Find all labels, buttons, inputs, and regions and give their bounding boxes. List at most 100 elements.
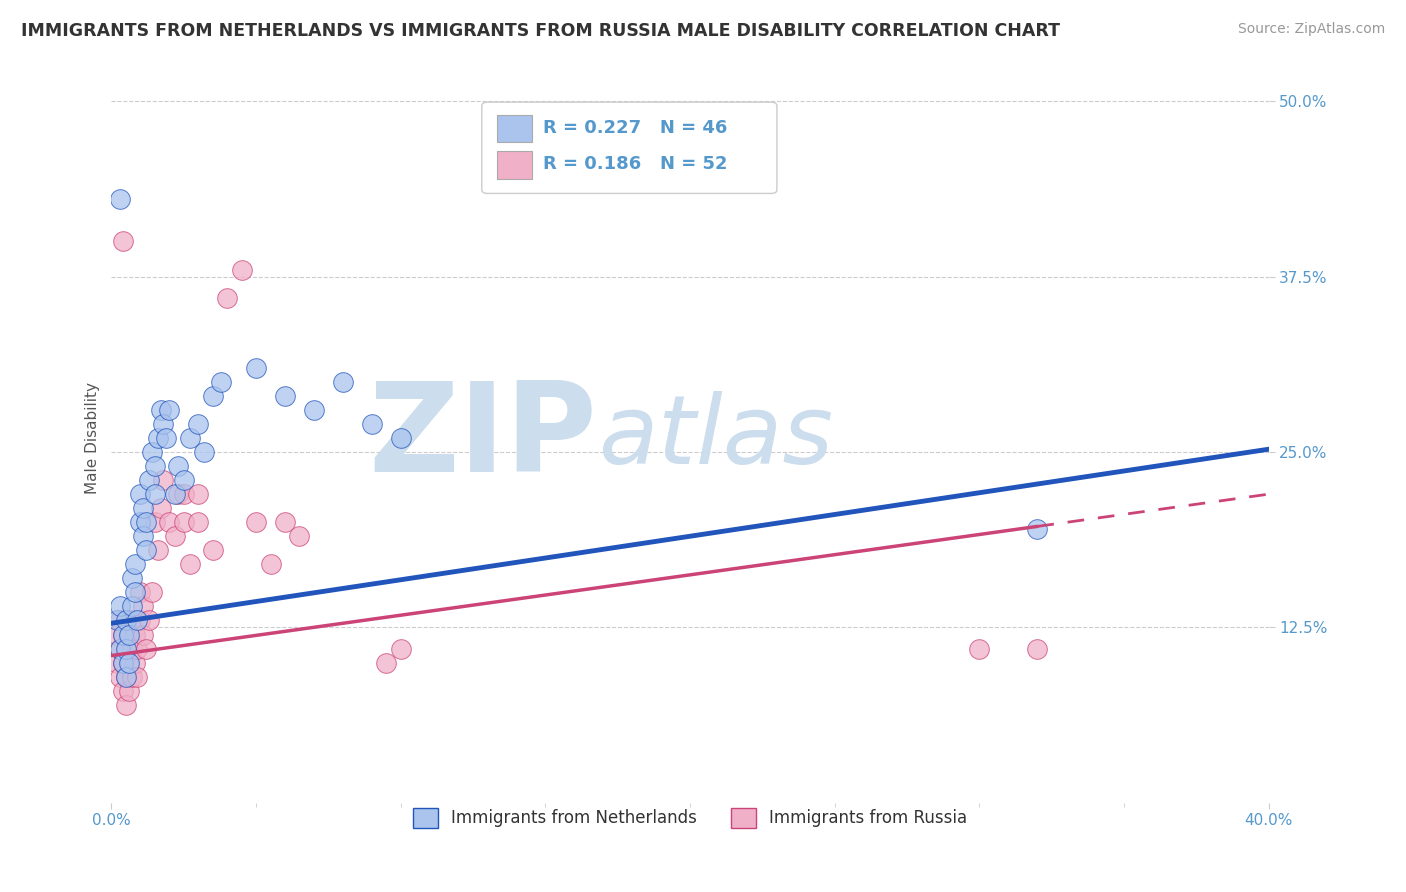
Point [157, 403, 180, 417]
Point [1026, 641, 1049, 656]
Point [115, 641, 138, 656]
Point [121, 571, 143, 585]
Point [143, 515, 166, 529]
Point [389, 641, 412, 656]
Point [173, 515, 195, 529]
Point [259, 558, 281, 572]
Point [124, 627, 146, 641]
Point [152, 473, 174, 487]
Point [143, 458, 166, 473]
Point [360, 417, 382, 431]
Point [173, 487, 195, 501]
Point [245, 360, 267, 375]
Point [165, 529, 187, 543]
Point [108, 599, 131, 614]
Point [132, 501, 155, 516]
Point [217, 291, 239, 305]
Legend: Immigrants from Netherlands, Immigrants from Russia: Immigrants from Netherlands, Immigrants … [406, 801, 974, 835]
Point [121, 641, 143, 656]
Text: IMMIGRANTS FROM NETHERLANDS VS IMMIGRANTS FROM RUSSIA MALE DISABILITY CORRELATIO: IMMIGRANTS FROM NETHERLANDS VS IMMIGRANT… [21, 22, 1060, 40]
FancyBboxPatch shape [496, 151, 531, 178]
Point [149, 403, 172, 417]
FancyBboxPatch shape [482, 103, 778, 194]
Point [132, 529, 155, 543]
Point [108, 192, 131, 206]
Point [155, 431, 177, 445]
Point [149, 501, 172, 516]
FancyBboxPatch shape [496, 114, 531, 143]
Point [129, 585, 152, 599]
Point [132, 599, 155, 614]
Point [129, 614, 152, 628]
Point [135, 641, 157, 656]
Point [105, 656, 128, 670]
Point [121, 599, 143, 614]
Point [108, 614, 131, 628]
Point [146, 543, 169, 558]
Point [118, 627, 141, 641]
Point [332, 375, 354, 389]
Point [274, 515, 297, 529]
Text: ZIP: ZIP [368, 377, 598, 499]
Point [209, 375, 232, 389]
Point [187, 515, 209, 529]
Point [108, 641, 131, 656]
Point [127, 641, 149, 656]
Point [111, 627, 134, 641]
Y-axis label: Male Disability: Male Disability [86, 382, 100, 494]
Point [118, 656, 141, 670]
Text: atlas: atlas [598, 392, 832, 484]
Point [115, 641, 138, 656]
Point [245, 515, 267, 529]
Point [105, 627, 128, 641]
Point [389, 431, 412, 445]
Point [138, 473, 160, 487]
Point [115, 670, 138, 684]
Point [115, 614, 138, 628]
Point [129, 515, 152, 529]
Point [302, 403, 325, 417]
Point [124, 656, 146, 670]
Text: R = 0.186   N = 52: R = 0.186 N = 52 [543, 155, 728, 173]
Point [115, 698, 138, 712]
Point [969, 641, 991, 656]
Point [274, 389, 297, 403]
Point [167, 487, 190, 501]
Point [111, 656, 134, 670]
Point [165, 487, 187, 501]
Point [118, 656, 141, 670]
Point [231, 262, 253, 277]
Point [111, 235, 134, 249]
Point [108, 641, 131, 656]
Point [141, 445, 163, 459]
Point [187, 487, 209, 501]
Point [143, 487, 166, 501]
Point [141, 585, 163, 599]
Point [124, 585, 146, 599]
Point [105, 614, 128, 628]
Point [132, 627, 155, 641]
Point [157, 515, 180, 529]
Point [179, 431, 201, 445]
Point [193, 445, 215, 459]
Point [124, 558, 146, 572]
Point [111, 656, 134, 670]
Point [121, 670, 143, 684]
Text: R = 0.227   N = 46: R = 0.227 N = 46 [543, 119, 727, 136]
Point [135, 543, 157, 558]
Point [129, 487, 152, 501]
Point [1026, 522, 1049, 536]
Point [118, 683, 141, 698]
Point [108, 670, 131, 684]
Point [375, 656, 398, 670]
Point [201, 543, 224, 558]
Point [111, 627, 134, 641]
Point [146, 431, 169, 445]
Point [138, 614, 160, 628]
Point [179, 558, 201, 572]
Point [111, 683, 134, 698]
Point [187, 417, 209, 431]
Point [115, 670, 138, 684]
Point [167, 458, 190, 473]
Point [127, 670, 149, 684]
